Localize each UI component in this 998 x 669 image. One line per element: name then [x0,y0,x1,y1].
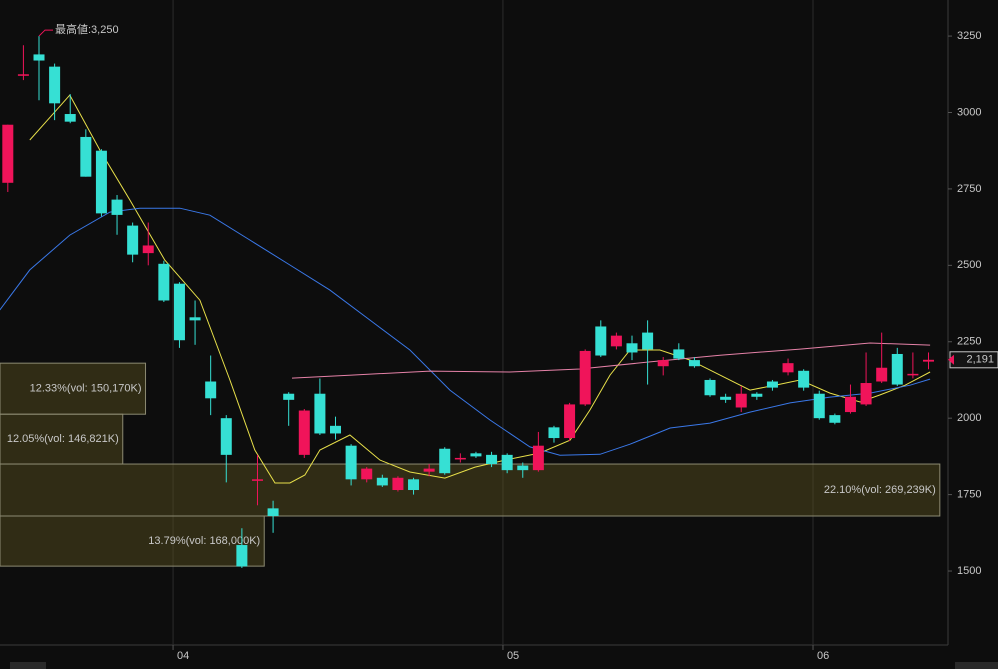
candle-body [80,136,92,177]
candle-body [49,66,61,104]
candle-body [220,418,232,455]
candle-body [173,283,185,341]
candle-body [158,263,170,301]
candle-body [486,454,498,465]
moving-average-line [0,207,931,456]
candle-body [454,457,466,460]
candle-body [813,393,825,419]
candle-body [298,410,310,455]
candle-body [283,393,295,400]
candle-body [501,454,513,471]
volume-profile-label: 12.33%(vol: 150,170K) [30,383,142,395]
candle-body [330,425,342,434]
last-price-label: 2,191 [966,354,994,366]
candle-body [392,477,404,491]
x-tick-label: 06 [817,650,829,662]
candle-body [907,373,919,376]
candle-body [2,124,14,183]
volume-profile-label: 12.05%(vol: 146,821K) [7,433,119,445]
candle-body [517,465,529,471]
y-tick-label: 2000 [957,412,981,424]
candle-body [626,343,638,353]
max-marker-arrow [38,29,54,37]
candle-body [64,114,76,122]
candle-body [798,370,810,388]
candle-body [376,477,388,486]
volume-profile-label: 22.10%(vol: 269,239K) [824,484,936,496]
candle-body [876,367,888,382]
y-tick-label: 1750 [957,489,981,501]
candle-body [408,479,420,491]
candle-body [642,332,654,350]
volume-profile-bar [0,515,265,567]
candle-body [720,396,732,400]
candle-body [142,245,154,254]
candle-body [33,54,45,61]
candle-body [314,393,326,434]
candle-body [673,349,685,359]
volume-profile-bar [0,463,941,517]
candle-body [251,479,263,481]
moving-average-line [291,342,931,379]
candle-body [595,326,607,356]
candle-body [751,393,763,397]
candle-body [860,383,872,405]
candle-body [548,427,560,439]
y-tick-label: 2500 [957,259,981,271]
x-tick-label: 04 [177,650,189,662]
candle-body [579,350,591,405]
y-tick-label: 3000 [957,106,981,118]
candle-body [922,359,934,362]
candle-body [345,445,357,480]
volume-profile-label: 13.79%(vol: 168,000K) [148,535,260,547]
candle-body [610,335,622,347]
scrollbar [10,662,46,669]
candle-body [127,225,139,255]
volume-profile-bar [0,362,147,415]
max-marker-label: 最高値:3,250 [55,22,119,36]
candle-body [688,360,700,367]
candle-body [189,317,201,321]
candle-body [735,393,747,408]
candle-body [782,363,794,373]
candle-body [439,448,451,474]
candle-body [891,353,903,385]
candle-body [766,381,778,388]
candle-body [205,381,217,399]
candle-body [111,199,123,215]
x-tick-label: 05 [507,650,519,662]
candle-body [470,453,482,457]
candle-body [423,468,435,472]
candle-body [844,396,856,413]
candle-body [17,74,29,76]
volume-profile-bar [0,413,124,465]
candle-body [564,404,576,439]
candle-body [532,445,544,471]
candle-body [657,360,669,367]
candle-body [361,468,373,480]
candle-body [95,150,107,214]
candle-body [704,379,716,396]
scrollbar [955,662,998,669]
candle-body [236,545,248,567]
y-tick-label: 2750 [957,183,981,195]
last-price-pointer [948,354,954,365]
y-tick-label: 3250 [957,30,981,42]
candle-body [267,508,279,516]
y-tick-label: 2250 [957,336,981,348]
candle-body [829,415,841,423]
y-tick-label: 1500 [957,565,981,577]
